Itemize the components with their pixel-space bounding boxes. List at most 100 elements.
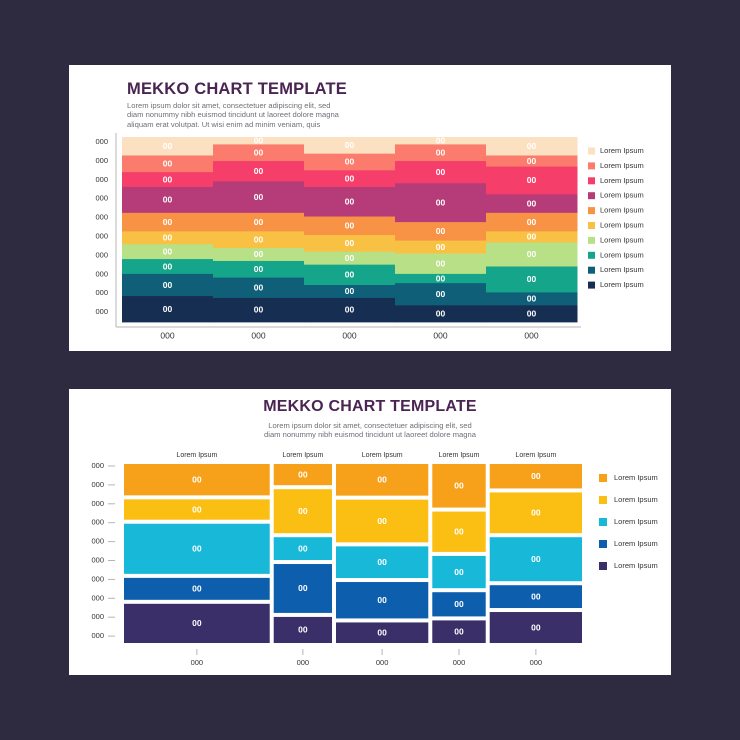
y-tick-label: 000: [95, 250, 108, 259]
mekko-segment: [432, 464, 486, 508]
mekko-segment: [304, 297, 396, 323]
segment-value-label: 00: [163, 195, 173, 205]
segment-value-label: 00: [454, 626, 464, 636]
segment-value-label: 00: [436, 273, 446, 283]
segment-value-label: 00: [527, 156, 537, 166]
mekko-segment: [486, 231, 578, 243]
y-tick-label: 000: [95, 194, 108, 203]
legend-swatch: [599, 474, 607, 482]
segment-value-label: 00: [454, 567, 464, 577]
y-tick-label: 000: [95, 269, 108, 278]
mekko-segment: [122, 186, 214, 214]
segment-value-label: 00: [377, 475, 387, 485]
segment-value-label: 00: [531, 508, 541, 518]
legend-label: Lorem Ipsum: [600, 206, 644, 215]
segment-value-label: 00: [254, 192, 264, 202]
x-axis-label: 000: [433, 330, 447, 340]
segment-value-label: 00: [163, 174, 173, 184]
segment-value-label: 00: [163, 217, 173, 227]
legend-label: Lorem Ipsum: [600, 220, 644, 229]
x-axis-label: 000: [251, 330, 265, 340]
y-tick-label: 000: [91, 480, 104, 489]
mekko-segment: [124, 603, 270, 643]
legend-label: Lorem Ipsum: [600, 146, 644, 155]
mekko-segment: [304, 170, 396, 188]
mekko-segment: [124, 523, 270, 574]
segment-value-label: 00: [345, 305, 355, 315]
mekko-segment: [489, 612, 582, 643]
y-tick-label: 000: [95, 156, 108, 165]
segment-value-label: 00: [436, 289, 446, 299]
legend-label: Lorem Ipsum: [600, 265, 644, 274]
segment-value-label: 00: [527, 232, 537, 242]
mekko-segment: [124, 499, 270, 520]
segment-value-label: 00: [298, 583, 308, 593]
legend-label: Lorem Ipsum: [614, 517, 658, 526]
y-tick-label: 000: [95, 213, 108, 222]
mekko-segment: [395, 305, 487, 323]
mekko-panel-1: MEKKO CHART TEMPLATE Lorem ipsum dolor s…: [69, 65, 671, 351]
segment-value-label: 00: [527, 141, 537, 151]
segment-value-label: 00: [531, 622, 541, 632]
legend-swatch: [588, 222, 595, 229]
mekko-segment: [304, 235, 396, 253]
mekko-segment: [122, 244, 214, 260]
segment-value-label: 00: [527, 274, 537, 284]
segment-value-label: 00: [254, 135, 264, 145]
chart-description-line: Lorem ipsum dolor sit amet, consectetuer…: [127, 101, 331, 110]
mekko-segment: [395, 253, 487, 275]
segment-value-label: 00: [163, 233, 173, 243]
segment-value-label: 00: [192, 584, 202, 594]
y-tick-label: 000: [91, 593, 104, 602]
chart-description-line: diam nonummy nibh euismod tincidunt ut l…: [127, 110, 339, 120]
segment-value-label: 00: [298, 506, 308, 516]
segment-value-label: 00: [454, 526, 464, 536]
mekko-segment: [273, 464, 332, 486]
mekko-segment: [304, 186, 396, 217]
mekko-segment: [213, 212, 305, 232]
mekko-segment: [213, 137, 305, 145]
x-axis-label: 000: [297, 658, 310, 667]
column-header: Lorem Ipsum: [176, 452, 217, 459]
mekko-panel-2: MEKKO CHART TEMPLATE Lorem ipsum dolor s…: [69, 389, 671, 675]
segment-value-label: 00: [377, 516, 387, 526]
mekko-segment: [124, 464, 270, 496]
segment-value-label: 00: [454, 481, 464, 491]
segment-value-label: 00: [454, 599, 464, 609]
segment-value-label: 00: [254, 166, 264, 176]
mekko-chart-2: 0000000000000000000000000000000000000000…: [91, 452, 658, 667]
mekko-segment: [273, 564, 332, 613]
mekko-segment: [432, 620, 486, 643]
x-axis-label: 000: [191, 658, 204, 667]
segment-value-label: 00: [163, 304, 173, 314]
mekko-segment: [336, 464, 429, 496]
segment-value-label: 00: [192, 544, 202, 554]
y-tick-label: 000: [91, 537, 104, 546]
mekko-segment: [486, 194, 578, 214]
mekko-segment: [304, 137, 396, 155]
mekko-segment: [489, 585, 582, 609]
chart-title: MEKKO CHART TEMPLATE: [263, 398, 477, 415]
segment-value-label: 00: [298, 543, 308, 553]
segment-value-label: 00: [345, 238, 355, 248]
mekko-segment: [395, 283, 487, 306]
y-tick-label: 000: [95, 231, 108, 240]
segment-value-label: 00: [192, 504, 202, 514]
y-tick-label: 000: [95, 175, 108, 184]
mekko-segment: [213, 181, 305, 214]
mekko-segment: [213, 297, 305, 323]
mekko-segment: [213, 248, 305, 262]
mekko-segment: [486, 166, 578, 195]
segment-value-label: 00: [436, 135, 446, 145]
segment-value-label: 00: [377, 627, 387, 637]
mekko-segment: [432, 511, 486, 552]
legend-swatch: [599, 540, 607, 548]
legend-label: Lorem Ipsum: [614, 473, 658, 482]
segment-value-label: 00: [163, 261, 173, 271]
segment-value-label: 00: [254, 217, 264, 227]
mekko-segment: [273, 489, 332, 534]
segment-value-label: 00: [527, 308, 537, 318]
mekko-segment: [336, 499, 429, 543]
mekko-segment: [122, 273, 214, 297]
legend-swatch: [588, 281, 595, 289]
